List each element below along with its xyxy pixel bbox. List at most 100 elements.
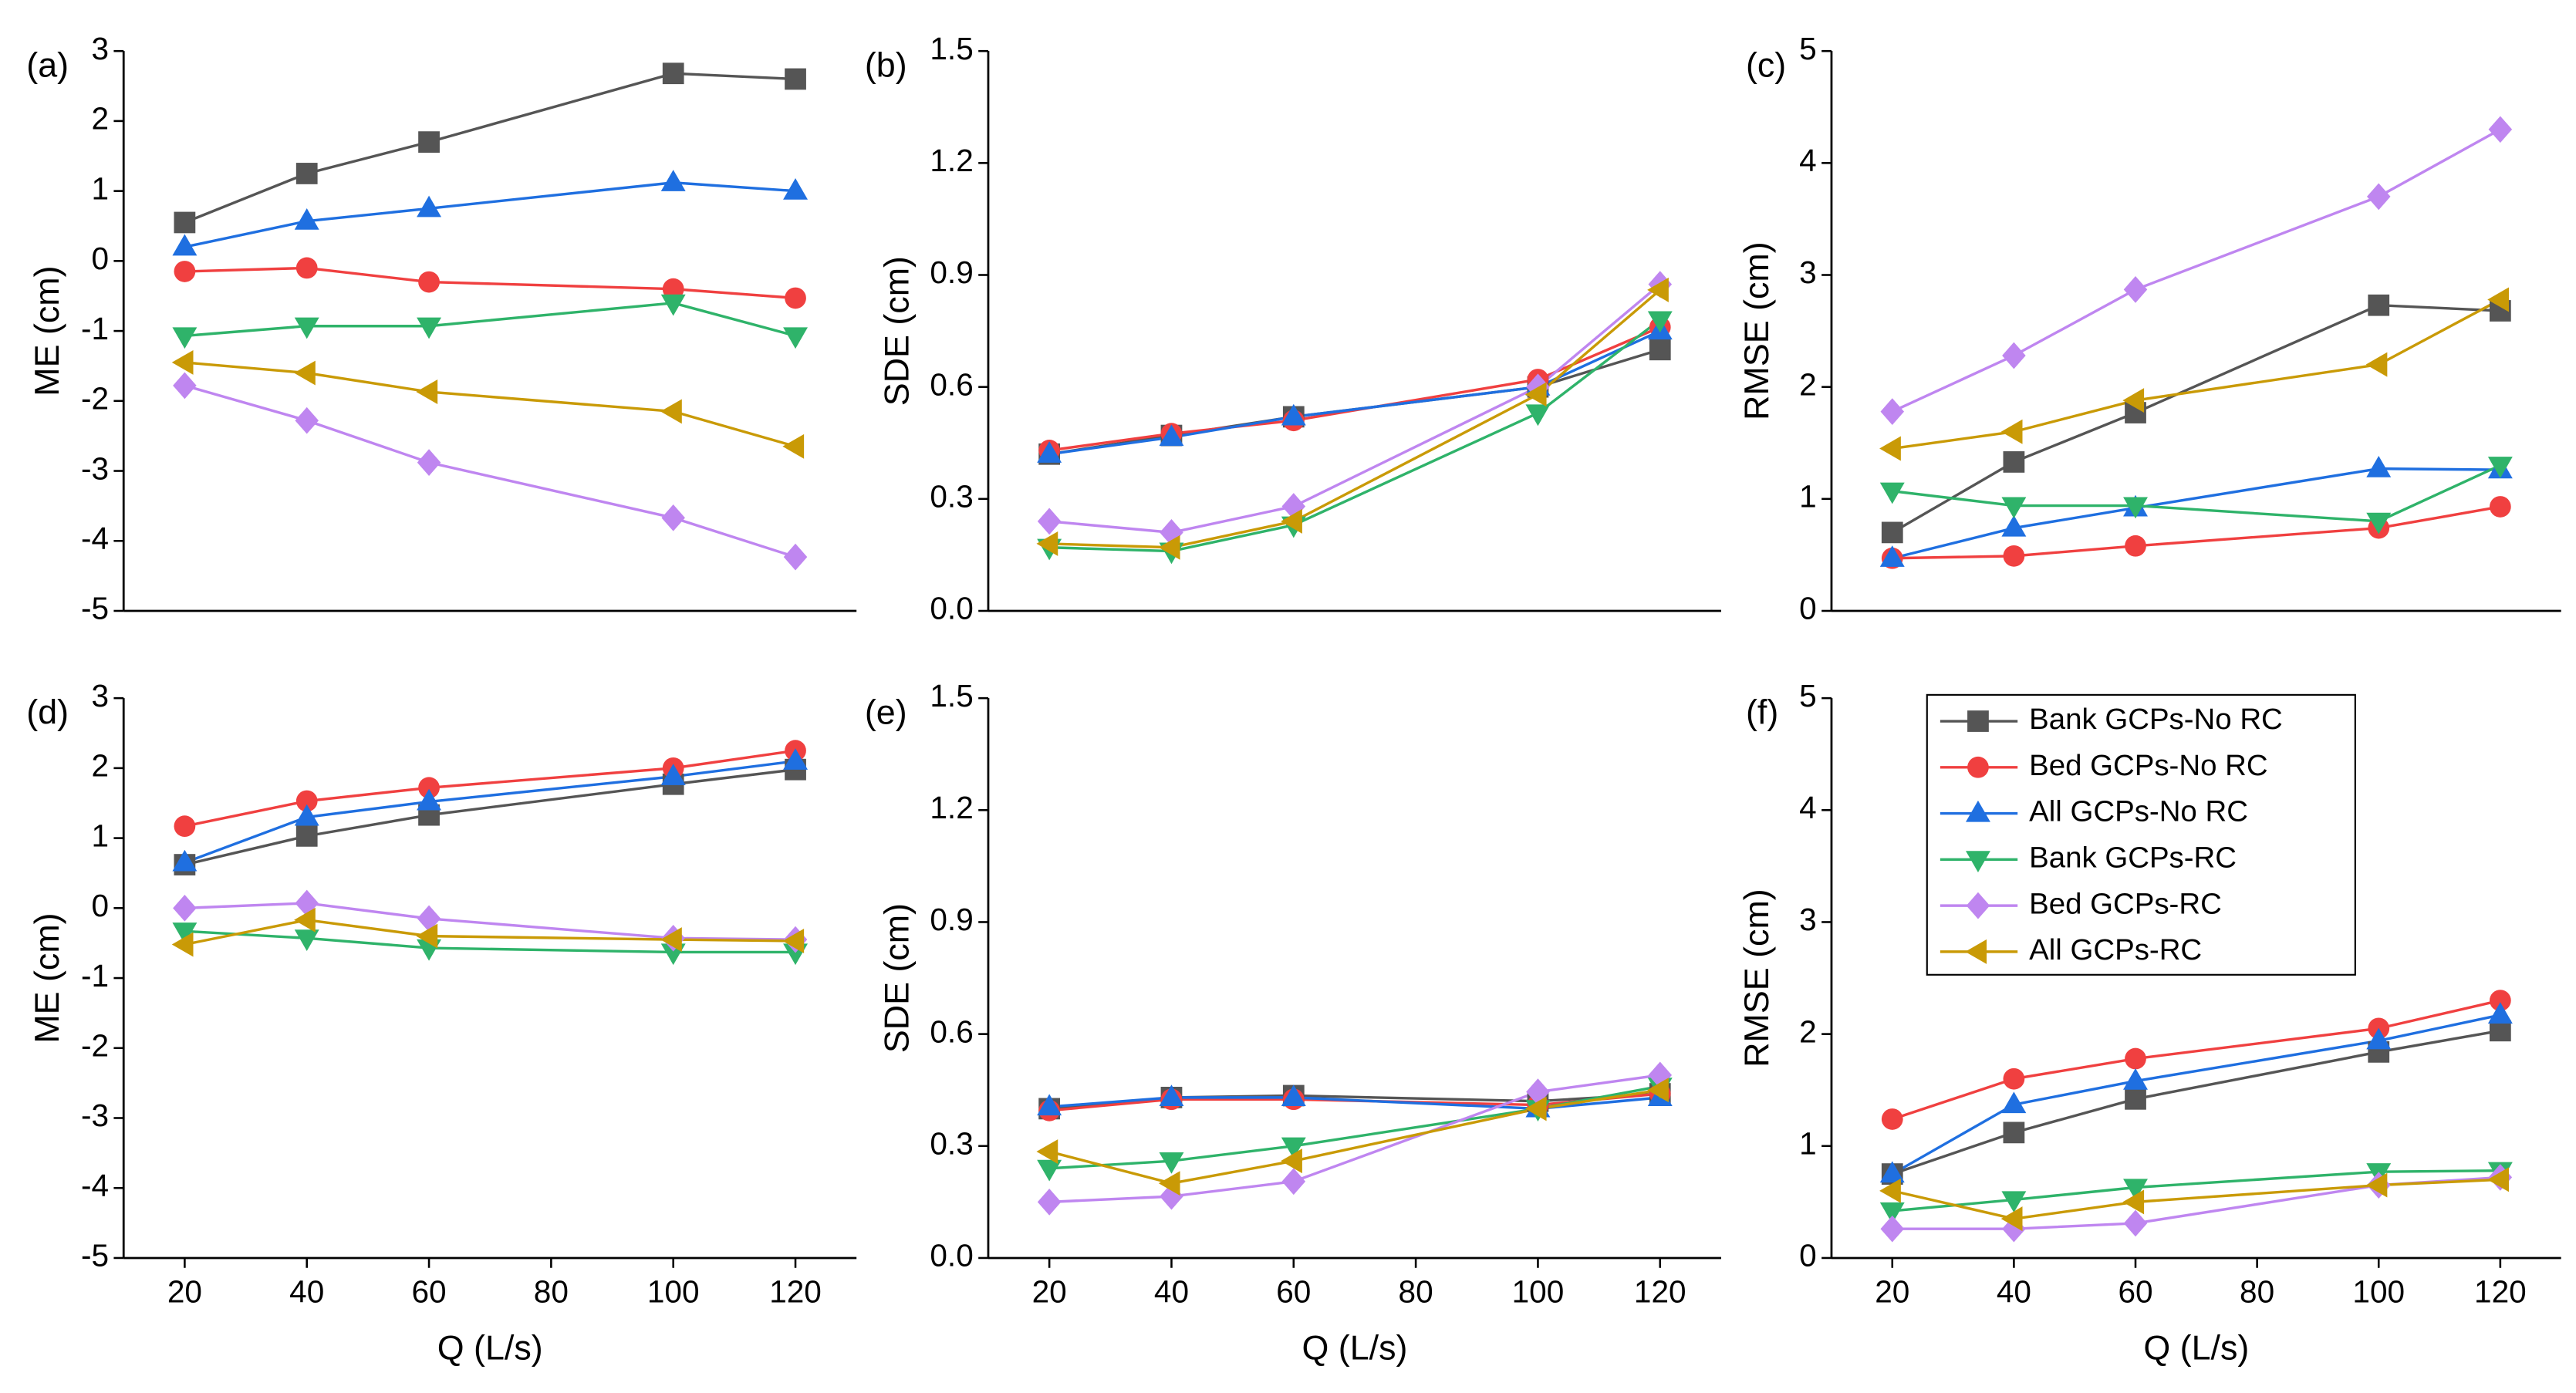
series-line (1892, 505, 2501, 560)
data-point (1159, 1084, 1184, 1106)
data-point (174, 815, 196, 838)
data-point (1879, 1161, 1905, 1183)
data-point (294, 907, 316, 933)
data-point (1159, 424, 1184, 447)
data-point (1281, 1084, 1306, 1106)
x-tick-label: 80 (534, 1274, 569, 1310)
data-point (2365, 352, 2388, 377)
y-tick-label: 0 (91, 241, 109, 276)
x-tick-label: 20 (1032, 1274, 1067, 1310)
y-tick-label: 1 (1799, 479, 1817, 514)
data-point (785, 68, 806, 90)
x-tick-label: 20 (167, 1274, 202, 1310)
panel-label: (b) (865, 46, 907, 84)
y-tick-label: 3 (1799, 902, 1817, 937)
data-point (2123, 1068, 2148, 1090)
data-point (1037, 1159, 1062, 1182)
data-point (2487, 457, 2513, 478)
legend-marker (1965, 939, 1987, 964)
legend-label: Bank GCPs-RC (2029, 841, 2237, 874)
legend-marker (1966, 851, 1990, 872)
data-point (2123, 1209, 2148, 1237)
y-tick-label: 2 (1799, 1014, 1817, 1049)
series-line (1892, 128, 2501, 413)
data-point (294, 929, 319, 951)
y-axis-label: SDE (cm) (878, 903, 917, 1053)
data-point (2123, 276, 2148, 303)
y-tick-label: 0.0 (930, 591, 973, 626)
x-tick-label: 100 (1512, 1274, 1565, 1310)
data-point (294, 207, 319, 230)
data-point (173, 372, 197, 400)
y-axis-label: ME (cm) (28, 265, 66, 396)
y-tick-label: 4 (1799, 790, 1817, 825)
data-point (2365, 1172, 2388, 1198)
x-tick-label: 80 (1399, 1274, 1433, 1310)
data-point (2489, 990, 2511, 1011)
data-point (1880, 1215, 1905, 1243)
legend-marker (1966, 800, 1990, 822)
x-axis-label: Q (L/s) (437, 1328, 543, 1367)
y-tick-label: 5 (1799, 31, 1817, 66)
panel-label: (a) (26, 46, 69, 84)
data-point (294, 317, 319, 339)
legend-label: All GCPs-No RC (2029, 795, 2248, 828)
series-line (184, 384, 796, 558)
data-point (782, 433, 805, 459)
legend-label: Bed GCPs-No RC (2029, 749, 2267, 782)
x-tick-label: 120 (769, 1274, 822, 1310)
x-tick-label: 60 (2118, 1274, 2152, 1310)
data-point (1879, 482, 1905, 504)
series-line (1892, 467, 2500, 560)
data-point (2366, 1027, 2392, 1050)
data-point (2003, 1121, 2025, 1144)
series-line (184, 749, 796, 828)
series-line (1892, 1169, 2500, 1213)
data-point (171, 932, 194, 957)
data-point (1647, 1078, 1669, 1103)
data-point (660, 170, 686, 191)
data-point (2489, 496, 2511, 518)
series-line (1049, 1074, 1661, 1204)
data-point (294, 360, 316, 386)
series-line (184, 181, 796, 248)
data-point (1281, 403, 1306, 426)
data-point (782, 929, 805, 953)
data-point (1281, 508, 1302, 534)
data-point (416, 379, 438, 404)
x-tick-label: 60 (411, 1274, 446, 1310)
panel-label: (f) (1746, 693, 1778, 731)
panel-label: (e) (865, 693, 907, 731)
y-tick-label: 0 (1799, 1238, 1817, 1273)
y-tick-label: 3 (91, 678, 109, 713)
data-point (1879, 1178, 1901, 1203)
data-point (295, 163, 318, 184)
data-point (2122, 1189, 2145, 1215)
data-point (417, 195, 442, 218)
data-point (662, 62, 684, 85)
y-tick-label: 1 (1799, 1126, 1817, 1162)
data-point (1647, 277, 1669, 302)
x-tick-label: 100 (2352, 1274, 2405, 1310)
y-tick-label: 0 (1799, 591, 1817, 626)
y-axis-label: RMSE (cm) (1737, 889, 1776, 1068)
y-tick-label: 1 (91, 170, 109, 206)
legend-label: Bank GCPs-No RC (2029, 703, 2283, 736)
data-point (2002, 342, 2026, 369)
data-point (2487, 1002, 2513, 1024)
data-point (1647, 311, 1673, 333)
data-point (2125, 1088, 2146, 1110)
legend-marker (1967, 756, 1989, 778)
data-point (660, 399, 682, 424)
data-point (1281, 1137, 1306, 1159)
y-tick-label: 1.2 (930, 143, 973, 178)
series-line (1049, 288, 1661, 549)
data-point (418, 131, 440, 153)
y-tick-label: 2 (91, 101, 109, 137)
panel-label: (c) (1746, 46, 1786, 84)
data-point (171, 349, 194, 375)
data-point (172, 849, 198, 872)
data-point (174, 261, 196, 282)
data-point (174, 211, 196, 234)
